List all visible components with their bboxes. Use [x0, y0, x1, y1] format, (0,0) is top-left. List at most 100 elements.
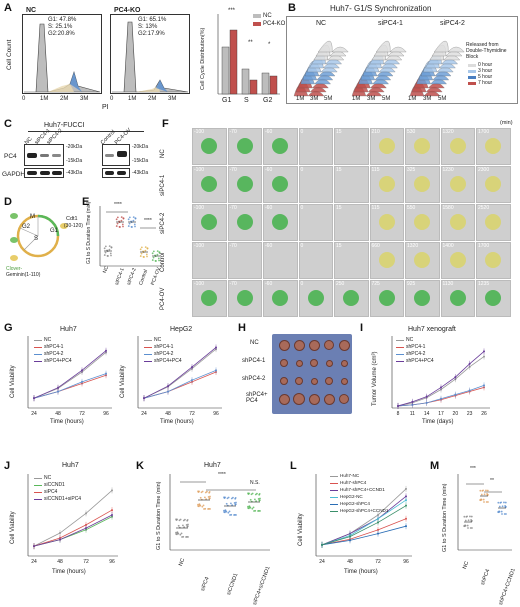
tick: 3M — [423, 96, 432, 102]
f-time: -70 — [229, 243, 237, 249]
x-tick: 96 — [109, 559, 115, 565]
sig-g2: * — [268, 42, 271, 48]
k-point — [230, 497, 233, 500]
k-point — [209, 495, 211, 498]
x-tick: 8 — [397, 411, 400, 417]
f-nucleus — [414, 252, 430, 268]
j-ylabel: Cell Viability — [10, 511, 16, 544]
tick: 3M — [367, 96, 376, 102]
tumor — [340, 359, 348, 367]
f-time: 250 — [336, 281, 345, 287]
m-point — [500, 510, 503, 513]
f-nucleus — [485, 138, 501, 154]
m-point — [486, 493, 488, 495]
f-unit: (min) — [500, 120, 513, 126]
m-point — [498, 505, 501, 508]
f-frame: -60 — [263, 242, 298, 279]
j-xlabel: Time (hours) — [52, 569, 86, 575]
f-time: 1320 — [407, 243, 419, 249]
x-tick: 14 — [424, 411, 430, 417]
e-point — [116, 216, 119, 219]
panel-label-c: C — [4, 118, 12, 130]
m-point — [470, 519, 472, 521]
k-point — [185, 524, 188, 526]
f-time: 530 — [407, 129, 416, 135]
e-point — [122, 225, 124, 228]
legend-item: NC — [154, 337, 162, 343]
l-ylabel: Cell Viability — [298, 513, 304, 546]
group-sipc4-1: siPC4-1 — [378, 20, 403, 27]
f-nucleus — [414, 176, 430, 192]
f-frame: 210 — [369, 128, 404, 165]
sig-g1: *** — [228, 8, 236, 14]
f-nucleus — [236, 138, 253, 154]
x-tick: 23 — [467, 411, 473, 417]
legend-item: shPC4-2 — [154, 351, 174, 357]
e-point — [104, 251, 107, 254]
f-time: 1580 — [442, 205, 454, 211]
i-xlabel: Time (days) — [422, 419, 454, 425]
k-point — [208, 497, 211, 500]
m-point — [467, 519, 470, 522]
e-point — [128, 216, 131, 219]
legend-swatch — [396, 347, 404, 348]
x-tick: 72 — [83, 559, 89, 565]
e-point — [116, 222, 119, 225]
m-point — [483, 501, 485, 503]
f-nucleus — [449, 214, 466, 230]
k-point — [207, 496, 210, 498]
x-tick: 24 — [319, 559, 325, 565]
tumor — [295, 359, 303, 367]
mw: -43kDa — [132, 170, 149, 176]
k-point — [223, 496, 225, 499]
nc-stat-s: S: 25.1% — [48, 24, 73, 30]
f-nucleus — [485, 252, 501, 268]
f-frame: 1700 — [476, 242, 511, 279]
m-point — [471, 527, 473, 529]
row-pc4: PC4 — [4, 153, 17, 160]
e-point — [151, 259, 154, 261]
k-cat: siPC4 — [200, 576, 211, 593]
e-point — [108, 248, 111, 251]
phase-g2: G2 — [22, 224, 31, 230]
g-title-hepg2: HepG2 — [170, 326, 193, 333]
row-gapdh: GAPDH — [2, 171, 26, 178]
e-point — [154, 260, 157, 262]
g-ylabel: Cell Viability — [10, 365, 16, 398]
h-row: shPC4-2 — [242, 376, 266, 382]
m-point — [485, 489, 487, 492]
f-frame: 115 — [369, 166, 404, 203]
category-label: G1 — [222, 97, 232, 104]
k-point — [202, 504, 205, 507]
k-point — [208, 491, 211, 494]
panel-label-i: I — [360, 322, 364, 334]
legend-item: shPC4-1 — [44, 344, 64, 350]
k-point — [199, 496, 202, 499]
mw: -43kDa — [66, 170, 83, 176]
tick: 3M — [168, 96, 177, 102]
category-label: S — [244, 97, 249, 104]
legend-swatch — [396, 340, 404, 341]
f-frame: -70 — [227, 204, 262, 241]
legend-item: NC — [44, 337, 52, 343]
e-point — [146, 247, 149, 249]
legend-swatch — [34, 485, 42, 486]
series-Huh7-shPC4 — [321, 518, 407, 546]
h-row: shPC4-1 — [242, 358, 266, 364]
f-time: -100 — [194, 281, 205, 287]
legend-swatch — [144, 347, 152, 348]
k-cat: NC — [178, 557, 187, 568]
e-point — [122, 217, 125, 219]
bar-S-NC — [241, 68, 250, 95]
k-point — [231, 504, 233, 507]
series-siPC4 — [33, 509, 113, 547]
f-frame: 1580 — [440, 204, 475, 241]
tick: 2M — [60, 96, 69, 102]
k-point — [251, 507, 254, 510]
legend-swatch — [34, 354, 42, 355]
k-point — [201, 490, 204, 493]
f-time: 550 — [407, 205, 416, 211]
f-nucleus — [201, 176, 217, 192]
tumor — [293, 339, 305, 351]
f-time: -70 — [229, 281, 237, 287]
